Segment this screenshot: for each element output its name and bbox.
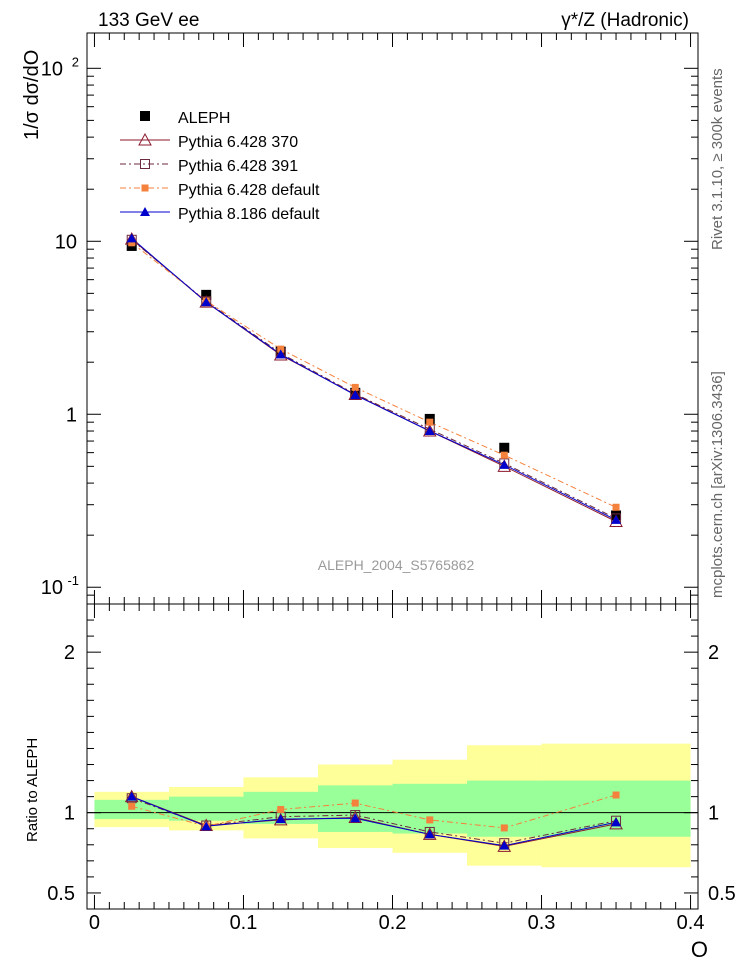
main-y-axis-title: 1/σ dσ/dO [21, 50, 43, 140]
green-band-4 [392, 783, 468, 834]
main-y-tick-label: 10 [41, 577, 63, 599]
ratio-y-tick-label-right: 0.5 [708, 883, 736, 905]
main-marker-2 [426, 418, 434, 426]
x-tick-label: 0.2 [379, 912, 407, 934]
ratio-marker-2 [128, 802, 136, 810]
mcplots-label: mcplots.cern.ch [arXiv:1306.3436] [709, 371, 726, 598]
main-marker-2 [500, 451, 508, 459]
main-marker-2 [612, 503, 620, 511]
ratio-marker-3 [126, 791, 137, 801]
main-y-tick-label: 10 [41, 58, 63, 80]
main-line-1 [131, 239, 617, 519]
main-line-3 [131, 237, 617, 521]
ratio-marker-2 [612, 791, 620, 799]
main-marker-2 [277, 345, 285, 353]
legend-label-0: Pythia 6.428 370 [178, 134, 298, 151]
ratio-y-tick-label: 2 [64, 642, 75, 664]
x-tick-label: 0 [89, 912, 100, 934]
main-markers [124, 232, 623, 527]
legend-label-3: Pythia 8.186 default [178, 206, 320, 223]
legend-marker-0 [138, 132, 152, 146]
aleph-point [499, 442, 510, 453]
legend-marker-2 [141, 184, 149, 192]
rivet-label: Rivet 3.1.10, ≥ 300k events [709, 68, 726, 250]
main-marker-0 [273, 347, 288, 361]
main-marker-3 [611, 514, 622, 524]
ratio-marker-3 [611, 817, 622, 827]
main-marker-0 [348, 387, 363, 401]
legend-marker-1 [140, 159, 150, 169]
x-tick-label: 0.1 [230, 912, 258, 934]
main-marker-3 [201, 297, 212, 307]
ratio-marker-2 [426, 816, 434, 824]
x-axis-title: O [691, 937, 708, 962]
main-marker-2 [351, 383, 359, 391]
main-marker-3 [126, 233, 137, 243]
main-marker-2 [128, 239, 136, 247]
ratio-marker-2 [500, 824, 508, 832]
main-marker-3 [424, 426, 435, 436]
x-tick-label: 0.4 [677, 912, 705, 934]
main-line-0 [131, 238, 617, 522]
ratio-y-tick-label: 1 [64, 803, 75, 825]
main-y-tick-label: 1 [66, 404, 77, 426]
ratio-y-axis-title: Ratio to ALEPH [24, 738, 41, 842]
ratio-marker-3 [350, 813, 361, 823]
ratio-marker-3 [424, 829, 435, 839]
main-line-2 [131, 242, 617, 508]
aleph-point [201, 289, 212, 300]
ratio-marker-2 [351, 799, 359, 807]
legend-aleph-marker [140, 111, 150, 121]
ratio-marker-2 [277, 805, 285, 813]
ratio-y-tick-label-right: 2 [708, 642, 719, 664]
legend [120, 111, 170, 216]
ratio-y-tick-label: 0.5 [47, 883, 75, 905]
ratio-y-tick-label-right: 1 [708, 803, 719, 825]
ratio-markers [124, 789, 623, 852]
green-band-6 [541, 780, 691, 837]
main-y-tick-exponent: -1 [67, 573, 79, 588]
ratio-bands [94, 743, 691, 868]
main-marker-3 [499, 459, 510, 469]
ratio-marker-3 [499, 840, 510, 850]
legend-marker-3 [140, 207, 150, 216]
ratio-marker-3 [201, 821, 212, 831]
ratio-marker-0 [348, 810, 363, 823]
main-marker-3 [275, 349, 286, 359]
energy-label: 133 GeV ee [98, 10, 199, 31]
ratio-marker-0 [422, 827, 437, 840]
main-y-tick-label: 10 [55, 231, 77, 253]
process-label: γ*/Z (Hadronic) [561, 10, 689, 31]
ratio-marker-3 [275, 814, 286, 824]
main-marker-0 [422, 423, 437, 437]
tick-labels: 10 -1 1 10 10 2 0.5 0.5 1 1 2 2 0 0.1 0.2 0.3 0.4 ALEPH Py… [41, 54, 736, 934]
main-y-tick-exponent: 2 [72, 54, 79, 69]
ratio-marker-0 [273, 812, 288, 826]
main-series-lines [131, 237, 617, 522]
ratio-marker-0 [497, 839, 512, 852]
legend-label-aleph: ALEPH [178, 110, 230, 127]
legend-label-1: Pythia 6.428 391 [178, 158, 298, 175]
ratio-marker-0 [124, 789, 139, 803]
analysis-watermark: ALEPH_2004_S5765862 [318, 557, 475, 573]
legend-label-2: Pythia 6.428 default [178, 182, 320, 199]
main-marker-3 [350, 390, 361, 400]
green-band-1 [168, 796, 244, 821]
axis-ticks [87, 33, 698, 909]
x-tick-label: 0.3 [528, 912, 556, 934]
